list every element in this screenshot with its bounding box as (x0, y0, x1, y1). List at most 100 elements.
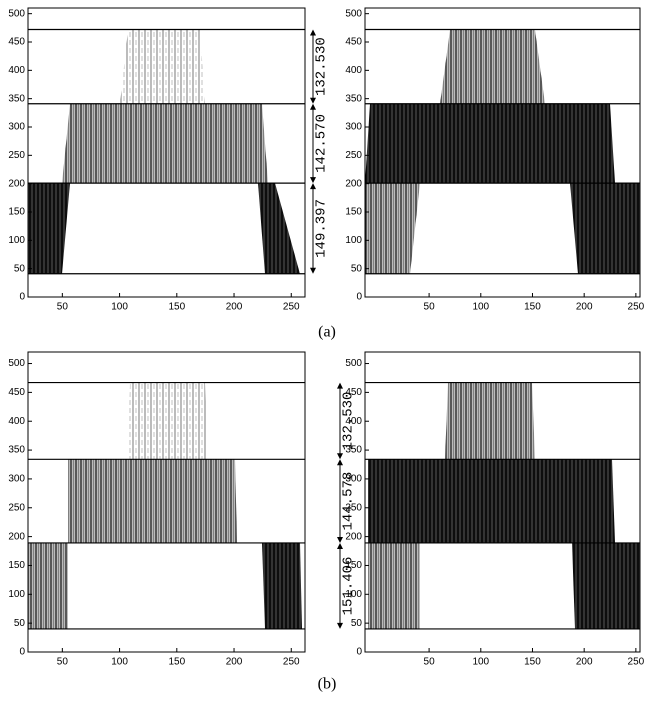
y-tick-label: 300 (8, 122, 25, 133)
x-tick-label: 150 (168, 302, 185, 313)
point-cloud (128, 383, 207, 459)
y-tick-label: 350 (8, 445, 25, 456)
y-tick-label: 100 (8, 589, 25, 600)
x-tick-label: 50 (57, 302, 69, 313)
dimension-label: 132.530 (314, 37, 330, 96)
y-tick-label: 250 (8, 150, 25, 161)
y-tick-label: 450 (8, 37, 25, 48)
y-tick-label: 150 (8, 207, 25, 218)
arrow-head (337, 382, 343, 389)
y-tick-label: 300 (345, 122, 362, 133)
y-tick-label: 450 (345, 37, 362, 48)
x-tick-label: 50 (57, 657, 69, 668)
dimension-label: 132.530 (341, 392, 357, 451)
y-tick-label: 50 (351, 618, 363, 629)
point-cloud (258, 183, 300, 274)
axes-box (27, 351, 306, 653)
point-cloud (570, 183, 640, 274)
x-tick-label: 100 (472, 302, 489, 313)
y-tick-label: 350 (8, 93, 25, 104)
x-tick-label: 200 (576, 302, 593, 313)
x-tick-label: 200 (576, 657, 593, 668)
y-tick-label: 250 (345, 502, 362, 513)
y-tick-label: 200 (8, 178, 25, 189)
y-tick-label: 200 (345, 531, 362, 542)
x-tick-label: 250 (283, 657, 300, 668)
y-tick-label: 450 (8, 387, 25, 398)
y-tick-label: 300 (345, 474, 362, 485)
point-cloud (262, 543, 302, 629)
y-tick-label: 100 (345, 589, 362, 600)
y-tick-label: 50 (14, 618, 26, 629)
dimension-label: 142.570 (314, 114, 330, 173)
x-tick-label: 150 (524, 657, 541, 668)
arrow-head (310, 103, 316, 110)
arrow-head (310, 267, 316, 274)
y-tick-label: 50 (351, 263, 363, 274)
x-tick-label: 50 (424, 657, 436, 668)
x-tick-label: 100 (111, 302, 128, 313)
caption: (a) (318, 324, 336, 341)
arrow-head (337, 453, 343, 460)
y-tick-label: 350 (345, 93, 362, 104)
arrow-head (337, 459, 343, 466)
arrow-head (310, 183, 316, 190)
x-tick-label: 200 (226, 657, 243, 668)
x-tick-label: 150 (524, 302, 541, 313)
arrow-head (310, 97, 316, 104)
point-clouds (28, 30, 640, 629)
x-tick-label: 100 (111, 657, 128, 668)
point-cloud (440, 30, 545, 104)
y-tick-label: 250 (8, 502, 25, 513)
x-tick-label: 150 (168, 657, 185, 668)
axes-box (364, 7, 641, 298)
y-tick-label: 200 (345, 178, 362, 189)
point-cloud (572, 543, 640, 629)
point-cloud (28, 543, 68, 629)
arrow-head (337, 622, 343, 629)
y-tick-label: 400 (345, 65, 362, 76)
arrow-head (337, 536, 343, 543)
point-cloud (120, 30, 205, 104)
x-tick-label: 250 (628, 302, 645, 313)
arrow-head (310, 177, 316, 184)
point-cloud (62, 104, 268, 183)
point-cloud (365, 104, 615, 183)
point-cloud (445, 383, 535, 459)
y-tick-label: 150 (345, 207, 362, 218)
point-cloud (368, 543, 420, 629)
y-tick-label: 150 (8, 560, 25, 571)
y-tick-label: 50 (14, 263, 26, 274)
y-tick-label: 500 (8, 358, 25, 369)
y-tick-label: 350 (345, 445, 362, 456)
y-tick-label: 0 (356, 292, 362, 303)
axes-box (364, 351, 641, 653)
axes-box (27, 7, 306, 298)
y-tick-label: 400 (8, 65, 25, 76)
y-tick-label: 400 (8, 416, 25, 427)
y-tick-label: 300 (8, 474, 25, 485)
y-tick-label: 100 (345, 235, 362, 246)
y-tick-label: 200 (8, 531, 25, 542)
arrow-head (310, 29, 316, 36)
y-tick-label: 500 (345, 8, 362, 19)
y-tick-label: 150 (345, 560, 362, 571)
point-cloud (28, 183, 70, 274)
x-tick-label: 200 (226, 302, 243, 313)
y-tick-label: 500 (8, 8, 25, 19)
point-cloud (368, 459, 615, 543)
y-tick-label: 0 (19, 647, 25, 658)
y-tick-label: 0 (356, 647, 362, 658)
y-tick-label: 500 (345, 358, 362, 369)
point-cloud (68, 459, 237, 543)
x-tick-label: 100 (472, 657, 489, 668)
y-tick-label: 0 (19, 292, 25, 303)
y-tick-label: 400 (345, 416, 362, 427)
point-cloud (365, 183, 420, 274)
dimension-label: 149.397 (314, 199, 330, 258)
y-tick-label: 450 (345, 387, 362, 398)
x-tick-label: 50 (424, 302, 436, 313)
x-tick-label: 250 (628, 657, 645, 668)
y-tick-label: 250 (345, 150, 362, 161)
